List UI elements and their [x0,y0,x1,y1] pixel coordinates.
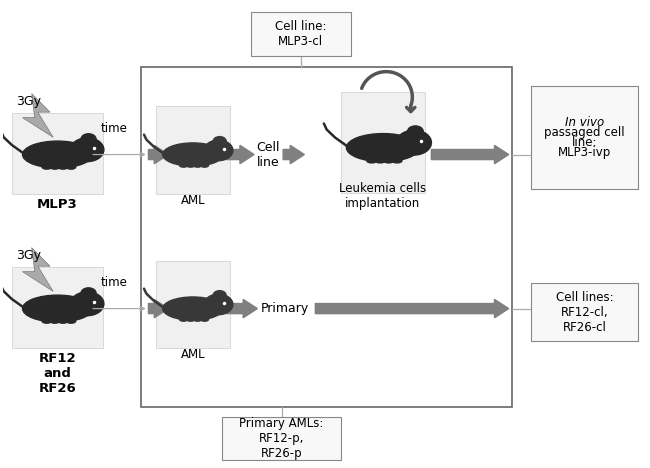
Polygon shape [283,146,304,164]
Ellipse shape [66,319,76,323]
FancyBboxPatch shape [531,86,638,189]
Circle shape [213,291,226,300]
FancyBboxPatch shape [12,113,103,194]
Ellipse shape [42,165,51,169]
Circle shape [70,292,104,316]
Ellipse shape [58,319,68,323]
Circle shape [204,294,233,314]
Ellipse shape [200,163,209,167]
Text: MLP3: MLP3 [37,198,78,211]
FancyBboxPatch shape [156,261,230,348]
Circle shape [396,130,432,155]
FancyBboxPatch shape [156,107,230,194]
Polygon shape [226,300,257,318]
Ellipse shape [384,159,393,163]
FancyBboxPatch shape [222,417,341,461]
Ellipse shape [50,165,60,169]
Circle shape [81,288,96,299]
Text: time: time [101,122,127,135]
Ellipse shape [367,159,376,163]
Text: AML: AML [181,348,205,361]
Circle shape [213,137,226,146]
Ellipse shape [392,159,402,163]
Ellipse shape [66,165,76,169]
Ellipse shape [23,295,92,322]
Circle shape [204,140,233,161]
FancyBboxPatch shape [251,12,351,56]
Polygon shape [226,146,254,164]
Text: Leukemia cells
implantation: Leukemia cells implantation [339,182,426,210]
Polygon shape [23,248,53,292]
FancyBboxPatch shape [141,67,512,408]
Ellipse shape [162,297,223,320]
Ellipse shape [50,319,60,323]
Ellipse shape [375,159,385,163]
Ellipse shape [179,318,188,321]
Text: Cell lines:
RF12-cl,
RF26-cl: Cell lines: RF12-cl, RF26-cl [556,291,613,334]
Polygon shape [432,146,509,164]
Text: 3Gy: 3Gy [16,249,41,262]
FancyBboxPatch shape [341,92,425,193]
Ellipse shape [346,133,420,162]
Ellipse shape [42,319,51,323]
Ellipse shape [179,163,188,167]
Polygon shape [148,300,168,318]
Text: Primary: Primary [260,302,309,315]
Text: Primary AMLs:
RF12-p,
RF26-p: Primary AMLs: RF12-p, RF26-p [239,417,324,460]
Ellipse shape [187,318,194,321]
Text: AML: AML [181,194,205,206]
Text: Cell
line: Cell line [257,140,280,168]
Ellipse shape [187,163,194,167]
Polygon shape [315,300,509,318]
Text: Cell line:
MLP3-cl: Cell line: MLP3-cl [275,20,326,48]
Circle shape [70,138,104,161]
Ellipse shape [200,318,209,321]
Ellipse shape [162,143,223,166]
Text: RF12
and
RF26: RF12 and RF26 [39,352,77,395]
Circle shape [81,134,96,145]
Circle shape [408,126,423,137]
Ellipse shape [194,163,202,167]
Text: In vivo: In vivo [565,116,604,129]
Text: line:: line: [571,136,597,149]
Polygon shape [148,146,168,164]
Text: time: time [101,276,127,289]
Text: MLP3-ivp: MLP3-ivp [558,146,611,159]
Text: passaged cell: passaged cell [544,126,625,139]
Text: 3Gy: 3Gy [16,95,41,108]
Polygon shape [23,94,53,137]
Ellipse shape [194,318,202,321]
FancyBboxPatch shape [12,267,103,348]
FancyBboxPatch shape [531,283,638,341]
Ellipse shape [58,165,68,169]
Ellipse shape [23,141,92,168]
